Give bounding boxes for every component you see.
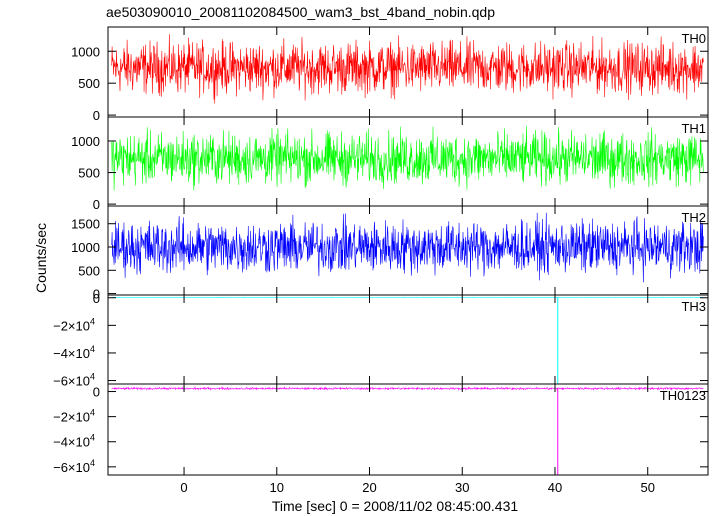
y-tick-label: 1000 <box>71 240 100 255</box>
x-tick-label: 20 <box>362 480 376 495</box>
y-tick-label: 0 <box>93 108 100 123</box>
panel-th1: 0 500 1000 TH1 <box>71 116 709 212</box>
series-line-th2 <box>111 212 704 283</box>
y-tick-label: 0 <box>93 385 100 400</box>
panel-th2: 0 500 1000 1500 TH2 <box>71 205 709 302</box>
y-axis-label: Counts/sec <box>33 223 49 293</box>
panel-th0123: 0 −2×104 −4×104 −6×104 0 10 20 30 40 50 TH0123 <box>53 383 709 495</box>
y-tick-label: 0 <box>93 287 100 302</box>
series-line-th0 <box>111 34 704 104</box>
x-tick-label: 30 <box>455 480 469 495</box>
x-axis-label: Time [sec] 0 = 2008/11/02 08:45:00.431 <box>272 498 519 514</box>
series-line-th0123 <box>111 386 704 391</box>
y-tick-label: 1000 <box>71 44 100 59</box>
chart-title: ae503090010_20081102084500_wam3_bst_4ban… <box>106 4 495 20</box>
y-tick-label: 1000 <box>71 134 100 149</box>
panel-frame <box>107 294 709 385</box>
panel-th0: 0 500 1000 TH0 <box>71 26 709 123</box>
y-tick-exponent: 4 <box>90 372 95 382</box>
y-tick-label: −2×104 <box>53 408 95 425</box>
y-tick-exponent: 4 <box>90 458 95 468</box>
y-tick-label: −4×104 <box>53 344 95 361</box>
y-tick-label: 500 <box>78 76 100 91</box>
x-tick-label: 10 <box>270 480 284 495</box>
y-tick-label: 1500 <box>71 217 100 232</box>
y-tick-label: −6×104 <box>53 458 95 475</box>
series-line-th1 <box>111 125 704 191</box>
y-tick-exponent: 4 <box>90 433 95 443</box>
y-tick-label: 500 <box>78 166 100 181</box>
panel-label: TH2 <box>681 210 706 225</box>
x-tick-label: 40 <box>548 480 562 495</box>
y-tick-label: −2×104 <box>53 316 95 333</box>
panel-frame <box>107 383 709 476</box>
y-tick-label: −6×104 <box>53 372 95 389</box>
y-tick-exponent: 4 <box>90 316 95 326</box>
panel-label: TH0 <box>681 31 706 46</box>
x-tick-label: 50 <box>640 480 654 495</box>
y-tick-exponent: 4 <box>90 344 95 354</box>
x-tick-label: 0 <box>180 480 187 495</box>
panel-th3: 0 −2×104 −4×104 −6×104 TH3 <box>53 291 709 389</box>
y-tick-label: −4×104 <box>53 433 95 450</box>
panel-label: TH1 <box>681 121 706 136</box>
y-tick-label: 500 <box>78 263 100 278</box>
y-tick-label: 0 <box>93 291 100 306</box>
panel-label: TH3 <box>681 299 706 314</box>
y-tick-label: 0 <box>93 197 100 212</box>
panel-label: TH0123 <box>660 388 706 403</box>
y-tick-exponent: 4 <box>90 408 95 418</box>
